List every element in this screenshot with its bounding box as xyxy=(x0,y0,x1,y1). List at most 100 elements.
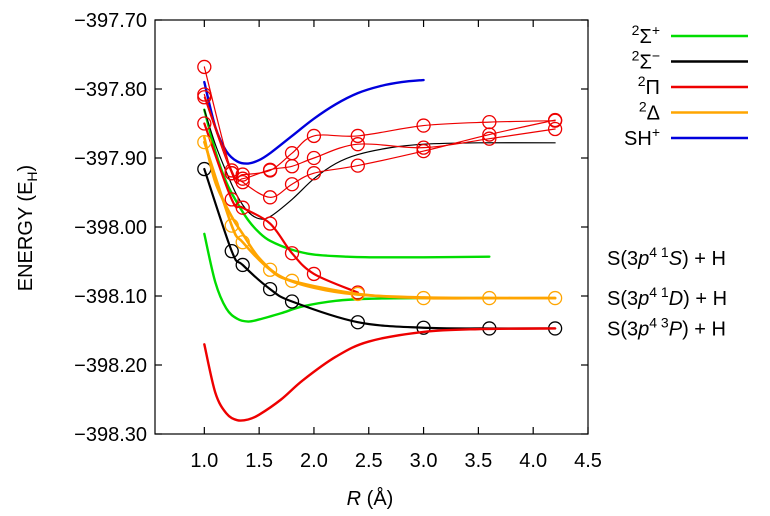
x-axis-label: R (Å) xyxy=(347,487,394,510)
asymptote-exp: 4 3 xyxy=(649,314,669,330)
series-line xyxy=(203,66,556,184)
asymptote-post: ) + H xyxy=(683,288,727,310)
legend-label-sup: 2 xyxy=(632,22,640,38)
data-point-marker xyxy=(306,166,322,181)
series-line xyxy=(203,232,491,323)
data-point-marker xyxy=(262,163,278,178)
series-2 xyxy=(197,59,563,186)
series-2 xyxy=(203,109,556,220)
data-point-marker xyxy=(197,116,212,131)
data-point-marker xyxy=(284,146,300,161)
legend-label-base: Σ xyxy=(639,26,651,48)
x-tick-label: 1.0 xyxy=(190,450,218,472)
series-line xyxy=(203,108,491,259)
legend-label-sup2: + xyxy=(652,22,660,38)
asymptote-term: P xyxy=(669,318,683,340)
legend-label-sup2: − xyxy=(652,48,660,64)
asymptote-term: D xyxy=(669,288,683,310)
data-point-marker xyxy=(350,128,365,144)
asymptote-orbital: p xyxy=(637,288,649,310)
asymptote-post: ) + H xyxy=(682,318,726,340)
legend-label: 2Σ+ xyxy=(632,22,660,48)
data-point-marker xyxy=(306,150,322,166)
legend-label-base: Δ xyxy=(647,103,660,125)
data-point-marker xyxy=(262,262,278,277)
asymptote-label: S(3p4 3P) + H xyxy=(607,314,726,340)
legend-label: 2Π xyxy=(638,73,660,99)
x-tick-label: 2.0 xyxy=(300,450,328,472)
asymptote-post: ) + H xyxy=(682,248,726,270)
legend-label-sup: 2 xyxy=(639,99,647,115)
series-line xyxy=(203,136,557,300)
series-line xyxy=(203,140,557,300)
legend-label: SH+ xyxy=(624,124,660,150)
series-2 xyxy=(197,90,563,182)
data-point-marker xyxy=(197,59,212,75)
y-tick-label: −398.00 xyxy=(74,217,147,239)
asymptote-label: S(3p4 1S) + H xyxy=(607,244,726,270)
asymptote-label: S(3p4 1D) + H xyxy=(607,284,727,310)
legend-label-base: Π xyxy=(646,77,660,99)
data-point-marker xyxy=(262,281,278,297)
y-tick-label: −398.10 xyxy=(74,286,147,308)
x-tick-label: 4.0 xyxy=(519,450,547,472)
legend-label-sup2: + xyxy=(652,124,660,140)
data-point-marker xyxy=(235,200,250,215)
x-tick-label: 2.5 xyxy=(355,450,383,472)
data-point-marker xyxy=(547,113,563,128)
data-point-marker xyxy=(416,143,431,159)
data-point-marker xyxy=(224,166,239,181)
data-point-marker xyxy=(235,174,250,190)
data-point-marker xyxy=(547,121,563,137)
legend-label-base: Σ xyxy=(639,52,651,74)
data-point-marker xyxy=(306,266,322,282)
legend-label-sup: 2 xyxy=(638,73,646,89)
data-point-marker xyxy=(197,90,212,105)
asymptote-labels: S(3p4 1S) + HS(3p4 1D) + HS(3p4 3P) + H xyxy=(607,244,727,340)
series-line xyxy=(203,327,557,422)
legend-label: 2Δ xyxy=(639,99,660,125)
series-SH xyxy=(203,78,425,165)
series-layer xyxy=(197,59,563,422)
series-2 xyxy=(203,327,557,422)
data-point-marker xyxy=(416,140,431,155)
series-2 xyxy=(197,87,563,205)
data-point-marker xyxy=(235,257,250,273)
legend-label-sup: 2 xyxy=(632,48,640,64)
data-point-marker xyxy=(416,320,431,335)
asymptote-term: S xyxy=(669,248,683,270)
series-line xyxy=(203,78,425,165)
data-point-marker xyxy=(350,315,365,330)
tick-layer: 1.0 1.5 2.0 2.5 3.0 3.5 4.0 4.5 −397.70 −397.80 −3… xyxy=(74,10,602,472)
asymptote-orbital: p xyxy=(637,248,649,270)
legend-label: 2Σ− xyxy=(632,48,660,74)
data-point-marker xyxy=(416,118,431,133)
data-point-marker xyxy=(284,246,300,261)
legend-label-base: SH xyxy=(624,128,652,150)
data-point-marker xyxy=(262,190,278,205)
plot-frame xyxy=(154,19,589,435)
x-tick-label: 3.5 xyxy=(464,450,492,472)
data-point-marker xyxy=(197,134,212,150)
series-line xyxy=(203,96,556,180)
y-tick-label: −397.80 xyxy=(74,79,147,101)
series-2 xyxy=(203,108,491,259)
data-point-marker xyxy=(224,243,239,259)
y-tick-label: −398.20 xyxy=(74,355,147,377)
data-point-marker xyxy=(482,114,497,130)
asymptote-pre: S(3 xyxy=(607,248,638,270)
data-point-marker xyxy=(482,131,497,146)
data-point-marker xyxy=(284,294,300,309)
asymptote-exp: 4 1 xyxy=(649,244,669,260)
x-tick-label: 1.5 xyxy=(245,450,273,472)
y-axis-label: ENERGY (EH) xyxy=(15,165,40,291)
plot-area: 1.0 1.5 2.0 2.5 3.0 3.5 4.0 4.5 −397.70 −397.80 −3… xyxy=(74,10,602,472)
data-point-marker xyxy=(350,137,365,152)
data-point-marker xyxy=(284,273,300,288)
y-tick-label: −397.90 xyxy=(74,148,147,170)
y-tick-label: −397.70 xyxy=(74,10,147,32)
series-line xyxy=(203,122,359,294)
asymptote-pre: S(3 xyxy=(607,288,638,310)
